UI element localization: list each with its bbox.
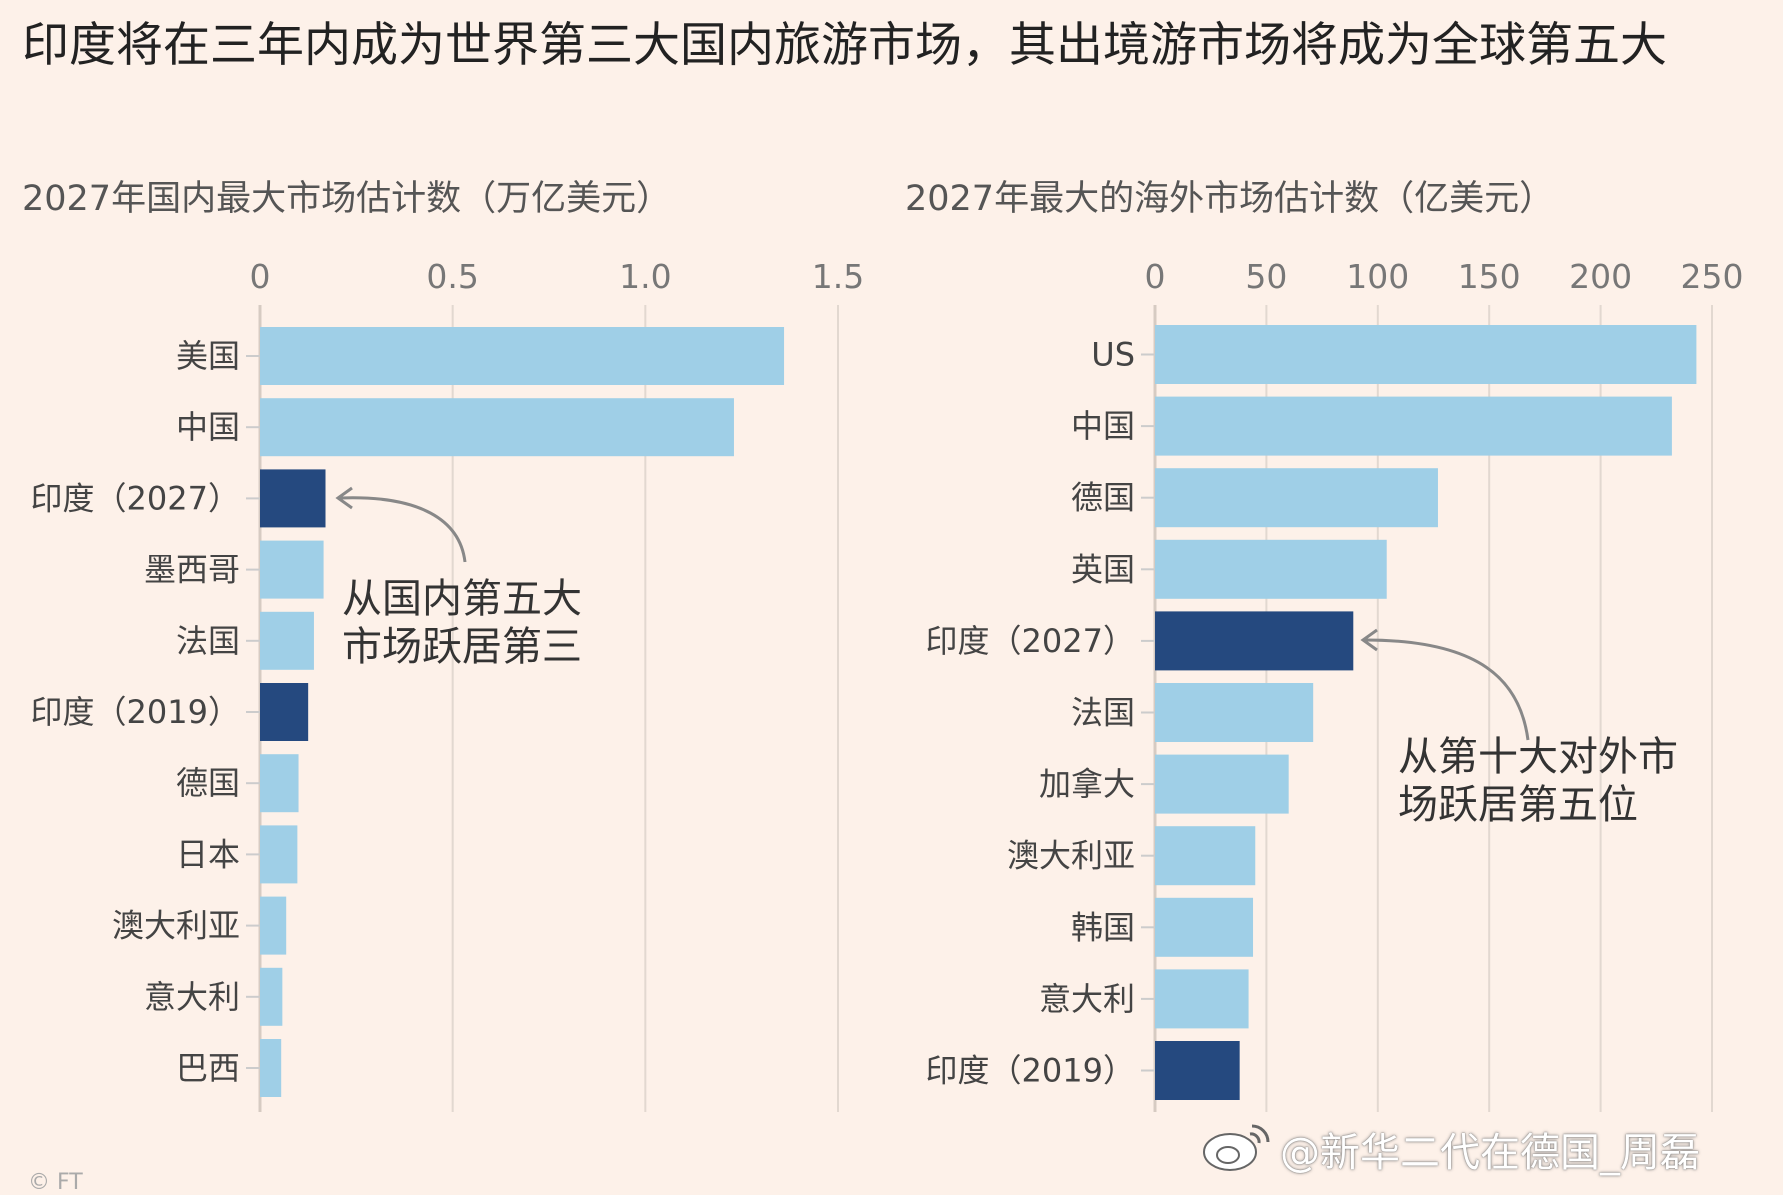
bar (260, 327, 785, 385)
category-label: 巴西 (176, 1049, 240, 1087)
bar (1155, 1041, 1240, 1100)
annotation-text: 场跃居第五位 (1398, 782, 1638, 828)
category-label: 意大利 (144, 978, 240, 1016)
category-label: 意大利 (1039, 980, 1135, 1018)
bar (260, 967, 283, 1026)
x-tick-label: 0.5 (426, 257, 478, 296)
annotation-text: 从国内第五大 (342, 576, 582, 622)
category-label: 韩国 (1071, 908, 1135, 946)
source-credit: © FT (28, 1170, 83, 1195)
bar (1155, 826, 1256, 886)
bar (1155, 539, 1387, 599)
category-label: 墨西哥 (144, 551, 240, 589)
annotation-arrow (1364, 638, 1530, 741)
x-tick-label: 200 (1569, 257, 1632, 296)
x-tick-label: 0 (1145, 257, 1166, 296)
category-label: 澳大利亚 (1007, 837, 1135, 875)
x-tick-label: 0 (250, 257, 271, 296)
chart-title: 印度将在三年内成为世界第三大国内旅游市场，其出境游市场将成为全球第五大 (22, 18, 1667, 73)
bar (1155, 468, 1438, 528)
bar (1155, 683, 1314, 742)
annotation-text: 市场跃居第三 (342, 624, 582, 670)
bar (1155, 325, 1697, 384)
bar (260, 398, 734, 457)
bar (1155, 969, 1249, 1029)
left-chart-subtitle: 2027年国内最大市场估计数（万亿美元） (22, 179, 672, 219)
bar (260, 1039, 282, 1097)
category-label: 法国 (176, 622, 240, 660)
category-label: 印度（2027） (31, 479, 240, 517)
weibo-watermark: @新华二代在德国_周磊 (1280, 1130, 1700, 1176)
x-tick-label: 50 (1245, 257, 1287, 296)
bar (260, 825, 298, 884)
annotation-arrow (339, 496, 467, 563)
x-tick-label: 150 (1458, 257, 1521, 296)
right-chart-subtitle: 2027年最大的海外市场估计数（亿美元） (905, 179, 1555, 219)
x-tick-label: 100 (1346, 257, 1409, 296)
category-label: 中国 (1071, 407, 1135, 445)
category-label: 印度（2027） (926, 622, 1135, 660)
annotation-text: 从第十大对外市 (1398, 734, 1678, 780)
bar (260, 683, 309, 741)
category-label: 加拿大 (1039, 765, 1135, 803)
category-label: 德国 (176, 764, 240, 802)
arrow-head (1360, 628, 1378, 652)
category-label: US (1091, 336, 1135, 374)
x-tick-label: 1.5 (812, 257, 864, 296)
bar (1155, 611, 1354, 671)
bar (1155, 897, 1254, 957)
category-label: 印度（2019） (31, 693, 240, 731)
bar (260, 540, 324, 599)
bar (260, 754, 299, 813)
category-label: 英国 (1071, 550, 1135, 588)
arrow-head (335, 486, 353, 510)
category-label: 日本 (176, 835, 240, 873)
bar (1155, 396, 1672, 456)
x-tick-label: 250 (1681, 257, 1744, 296)
bar (260, 896, 287, 955)
category-label: 中国 (176, 408, 240, 446)
bar (260, 611, 314, 670)
category-label: 法国 (1071, 694, 1135, 732)
category-label: 澳大利亚 (112, 907, 240, 945)
bar (260, 469, 326, 528)
category-label: 印度（2019） (926, 1052, 1135, 1090)
category-label: 美国 (176, 337, 240, 375)
weibo-icon (1203, 1124, 1270, 1171)
x-tick-label: 1.0 (619, 257, 671, 296)
bar (1155, 754, 1289, 814)
category-label: 德国 (1071, 479, 1135, 517)
